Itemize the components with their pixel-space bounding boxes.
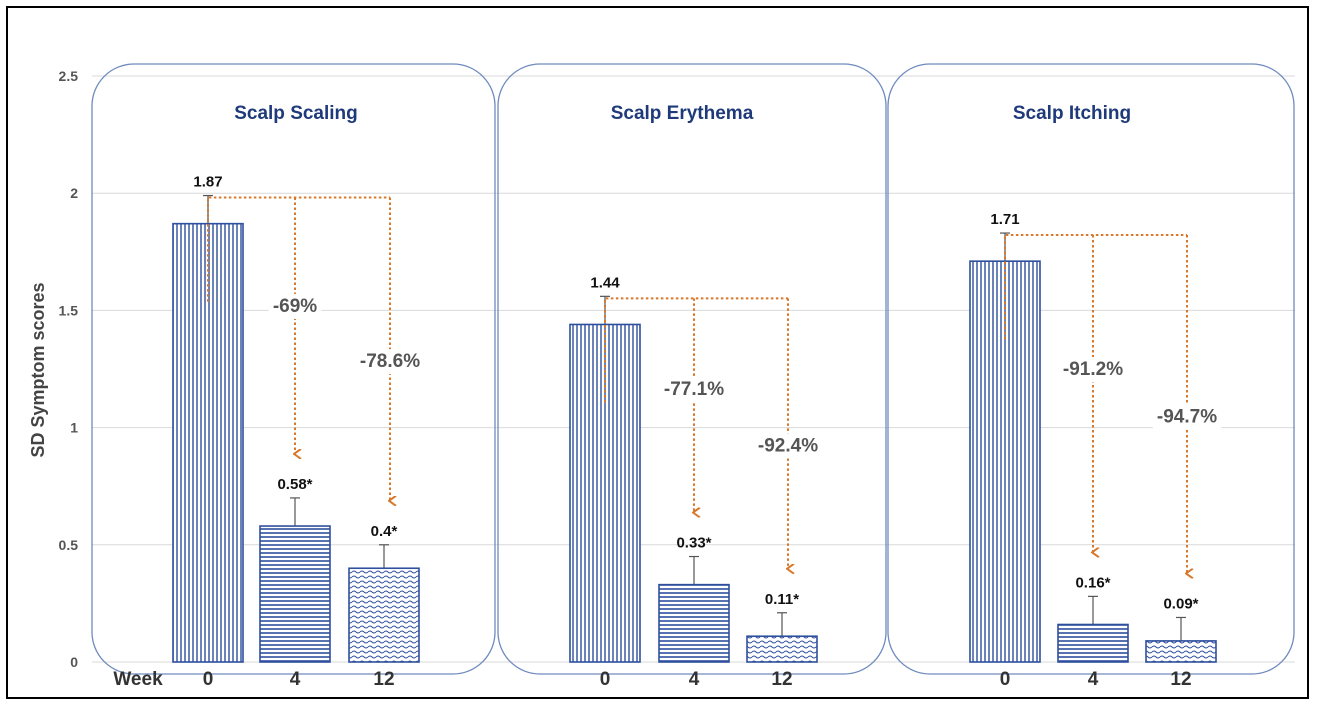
reduction-label: -94.7%	[1157, 406, 1217, 427]
data-label: 0.33*	[676, 535, 711, 552]
data-label: 0.4*	[371, 523, 398, 540]
bar	[746, 635, 818, 663]
panel-title: Scalp Itching	[1013, 103, 1131, 124]
x-tick-label: 0	[600, 669, 611, 690]
x-tick-label: 4	[290, 669, 301, 690]
data-label: 0.58*	[277, 476, 312, 493]
reduction-label-bg	[753, 433, 823, 459]
panel-title: Scalp Scaling	[234, 103, 358, 124]
y-axis-title: SD Symptom scores	[28, 282, 48, 457]
x-tick-label: 4	[689, 669, 700, 690]
x-tick-label: 4	[1088, 669, 1099, 690]
panels: Scalp Scaling 1.87 0 0.58* 4 0.4* 12 -69% -78.6%…	[91, 63, 1295, 690]
reduction-label: -91.2%	[1063, 359, 1123, 380]
reduction-label-bg	[355, 349, 425, 375]
panel-border	[497, 63, 887, 675]
data-label: 0.11*	[765, 591, 799, 608]
data-label: 0.16*	[1075, 574, 1110, 591]
bar	[1057, 623, 1129, 663]
reduction-bracket	[207, 196, 390, 302]
panel-border	[887, 63, 1295, 675]
x-tick-label: 0	[203, 669, 214, 690]
bar	[172, 222, 244, 663]
bar	[1145, 640, 1217, 663]
chart-frame	[6, 6, 1309, 699]
panel-title: Scalp Erythema	[611, 103, 754, 124]
data-label: 0.09*	[1163, 595, 1198, 612]
data-label: 1.44	[590, 274, 620, 291]
reduction-label: -69%	[273, 296, 317, 317]
reduction-label: -92.4%	[758, 436, 818, 457]
x-tick-label: 12	[1170, 669, 1191, 690]
reduction-label-bg	[268, 293, 322, 319]
panel-scalp-erythema: Scalp Erythema 1.44 0 0.33* 4 0.11* 12 -77.1% -9…	[497, 63, 887, 690]
reduction-label-bg	[659, 377, 729, 403]
reduction-label: -78.6%	[360, 351, 420, 372]
data-label: 1.87	[193, 174, 222, 191]
x-tick-label: 12	[771, 669, 792, 690]
y-tick-label: 1.5	[59, 302, 79, 318]
y-tick-label: 0.5	[59, 537, 79, 553]
y-tick-label: 2	[70, 185, 78, 201]
y-tick-label: 0	[70, 654, 78, 670]
x-axis-title: Week	[113, 669, 163, 690]
y-tick-label: 2.5	[59, 68, 79, 84]
panel-scalp-itching: Scalp Itching 1.71 0 0.16* 4 0.09* 12 -91.2% -94…	[887, 63, 1295, 690]
reduction-label: -77.1%	[664, 379, 724, 400]
y-axis: 0 0.5 1 1.5 2 2.5	[59, 68, 79, 670]
panel-border	[91, 63, 496, 675]
y-tick-label: 1	[70, 420, 78, 436]
data-label: 1.71	[990, 211, 1019, 228]
bar	[969, 260, 1041, 663]
bar	[259, 525, 331, 663]
x-tick-label: 12	[373, 669, 394, 690]
x-tick-label: 0	[1000, 669, 1011, 690]
reduction-bracket	[604, 297, 788, 403]
bar	[348, 567, 420, 663]
reduction-label-bg	[1058, 357, 1128, 383]
reduction-bracket	[1004, 234, 1187, 340]
bar	[658, 583, 730, 663]
reduction-label-bg	[1152, 404, 1222, 430]
panel-scalp-scaling: Scalp Scaling 1.87 0 0.58* 4 0.4* 12 -69% -78.6%	[91, 63, 496, 690]
